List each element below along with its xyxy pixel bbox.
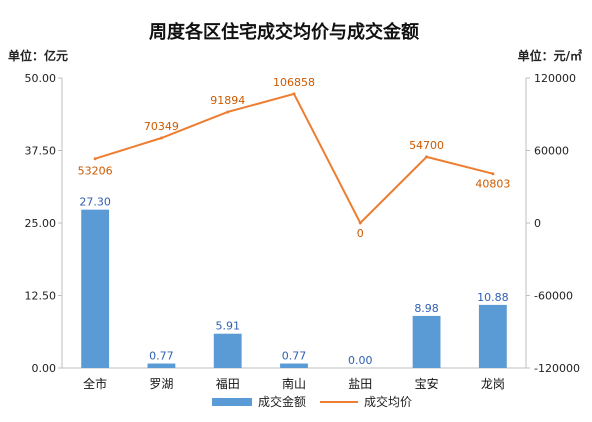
category-label-全市: 全市	[83, 376, 107, 391]
chart-title: 周度各区住宅成交均价与成交金额	[149, 21, 419, 43]
legend-line-label: 成交均价	[364, 394, 412, 409]
legend: 成交金额 成交均价	[212, 394, 412, 409]
bar-label-福田: 5.91	[215, 320, 240, 333]
category-label-南山: 南山	[282, 376, 306, 391]
bar-罗湖	[147, 363, 176, 368]
right-tick-label: -60000	[534, 290, 573, 303]
line-label-全市: 53206	[78, 165, 113, 178]
category-label-罗湖: 罗湖	[149, 376, 173, 391]
line-label-龙岗: 40803	[475, 178, 510, 191]
bar-label-全市: 27.30	[79, 196, 111, 209]
right-axis-unit: 单位：元/㎡	[518, 48, 582, 63]
right-tick-label: -120000	[534, 362, 580, 375]
line-point-龙岗	[491, 172, 495, 176]
line-point-宝安	[425, 155, 429, 159]
left-tick-label: 25.00	[25, 217, 57, 230]
right-tick-label: 60000	[534, 145, 569, 158]
category-label-龙岗: 龙岗	[481, 377, 505, 391]
legend-bar-label: 成交金额	[258, 394, 306, 409]
left-tick-label: 12.50	[25, 290, 57, 303]
line-label-罗湖: 70349	[144, 120, 179, 133]
category-label-盐田: 盐田	[348, 377, 372, 391]
right-tick-label: 120000	[534, 72, 576, 85]
bar-label-宝安: 8.98	[414, 302, 439, 315]
line-point-全市	[93, 157, 97, 161]
bar-label-龙岗: 10.88	[477, 291, 509, 304]
bar-南山	[280, 363, 308, 368]
right-tick-label: 0	[534, 217, 541, 230]
left-axis-unit: 单位：亿元	[8, 48, 68, 63]
line-series-成交均价	[94, 92, 494, 225]
category-label-福田: 福田	[216, 376, 240, 391]
left-tick-label: 50.00	[25, 72, 57, 85]
left-tick-label: 37.50	[25, 145, 57, 158]
bar-龙岗	[478, 304, 507, 368]
left-tick-label: 0.00	[32, 362, 57, 375]
line-point-盐田	[358, 221, 362, 225]
line-point-南山	[292, 92, 296, 96]
line-point-福田	[226, 110, 230, 114]
bar-福田	[213, 333, 242, 368]
plot-layer: 0.00 12.50 25.00 37.50 50.00 -120000 -60000 0 60…	[25, 72, 580, 391]
line-label-盐田: 0	[357, 227, 364, 240]
bar-宝安	[412, 315, 441, 368]
bar-全市	[81, 209, 110, 368]
category-label-宝安: 宝安	[415, 376, 439, 391]
legend-bar-swatch	[212, 398, 252, 406]
bar-label-南山: 0.77	[282, 350, 307, 363]
line-label-宝安: 54700	[409, 139, 444, 152]
line-point-罗湖	[159, 136, 163, 140]
line-label-福田: 91894	[210, 94, 245, 107]
line-label-南山: 106858	[273, 76, 315, 89]
bar-label-罗湖: 0.77	[149, 350, 174, 363]
bar-label-盐田: 0.00	[348, 354, 373, 367]
